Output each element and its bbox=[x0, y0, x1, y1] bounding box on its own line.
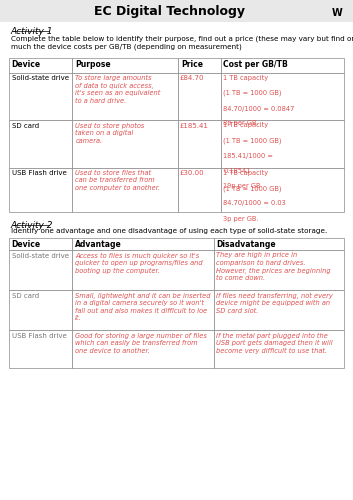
FancyBboxPatch shape bbox=[214, 250, 344, 290]
FancyBboxPatch shape bbox=[9, 250, 72, 290]
Text: Purpose: Purpose bbox=[75, 60, 111, 69]
Text: Solid-state drive: Solid-state drive bbox=[12, 75, 68, 81]
Text: Device: Device bbox=[12, 240, 41, 249]
FancyBboxPatch shape bbox=[9, 168, 72, 212]
FancyBboxPatch shape bbox=[9, 58, 72, 72]
Text: Solid-state drive: Solid-state drive bbox=[12, 252, 68, 258]
Text: £185.41: £185.41 bbox=[180, 122, 209, 128]
FancyBboxPatch shape bbox=[9, 330, 72, 368]
Text: To store large amounts
of data to quick access,
it's seen as an equivalent
to a : To store large amounts of data to quick … bbox=[75, 75, 161, 104]
FancyBboxPatch shape bbox=[0, 0, 353, 22]
FancyBboxPatch shape bbox=[214, 330, 344, 368]
Text: £30.00: £30.00 bbox=[180, 170, 205, 176]
Text: Used to store files that
can be transferred from
one computer to another.: Used to store files that can be transfer… bbox=[75, 170, 160, 191]
FancyBboxPatch shape bbox=[72, 250, 214, 290]
Text: USB Flash drive: USB Flash drive bbox=[12, 332, 66, 338]
Text: SD card: SD card bbox=[12, 122, 39, 128]
Text: Cost per GB/TB: Cost per GB/TB bbox=[223, 60, 288, 69]
Text: Activity 1: Activity 1 bbox=[11, 28, 53, 36]
Text: 1 TB capacity

(1 TB = 1000 GB)

84.70/1000 = 0.0847

8p per GB.: 1 TB capacity (1 TB = 1000 GB) 84.70/100… bbox=[223, 75, 295, 126]
Text: Advantage: Advantage bbox=[75, 240, 122, 249]
Text: Access to files is much quicker so it's
quicker to open up programs/files and
bo: Access to files is much quicker so it's … bbox=[75, 252, 203, 274]
Text: SD card: SD card bbox=[12, 292, 39, 298]
FancyBboxPatch shape bbox=[221, 168, 344, 212]
Text: £84.70: £84.70 bbox=[180, 75, 204, 81]
Text: Small, lightweight and it can be inserted
in a digital camera securely so it won: Small, lightweight and it can be inserte… bbox=[75, 292, 211, 322]
Text: Price: Price bbox=[181, 60, 203, 69]
Text: USB Flash drive: USB Flash drive bbox=[12, 170, 66, 176]
Text: Used to store photos
taken on a digital
camera.: Used to store photos taken on a digital … bbox=[75, 122, 145, 144]
FancyBboxPatch shape bbox=[178, 120, 221, 168]
Text: They are high in price in
comparison to hard drives.
However, the prices are beg: They are high in price in comparison to … bbox=[216, 252, 331, 282]
FancyBboxPatch shape bbox=[9, 120, 72, 168]
Text: Complete the table below to identify their purpose, find out a price (these may : Complete the table below to identify the… bbox=[11, 35, 353, 50]
Text: Activity 2: Activity 2 bbox=[11, 222, 53, 230]
FancyBboxPatch shape bbox=[221, 120, 344, 168]
FancyBboxPatch shape bbox=[178, 72, 221, 120]
FancyBboxPatch shape bbox=[9, 238, 72, 250]
Text: Disadvatange: Disadvatange bbox=[216, 240, 276, 249]
FancyBboxPatch shape bbox=[214, 290, 344, 330]
Text: If the metal part plugged into the
USB port gets damaged then it will
become ver: If the metal part plugged into the USB p… bbox=[216, 332, 333, 354]
FancyBboxPatch shape bbox=[72, 58, 178, 72]
FancyBboxPatch shape bbox=[214, 238, 344, 250]
FancyBboxPatch shape bbox=[9, 72, 72, 120]
Text: Identify one advantage and one disadvantage of using each type of solid-state st: Identify one advantage and one disadvant… bbox=[11, 228, 327, 234]
FancyBboxPatch shape bbox=[178, 168, 221, 212]
Text: Device: Device bbox=[12, 60, 41, 69]
Text: If files need transferring, not every
device might be equipped with an
SD card s: If files need transferring, not every de… bbox=[216, 292, 333, 314]
FancyBboxPatch shape bbox=[178, 58, 221, 72]
FancyBboxPatch shape bbox=[72, 72, 178, 120]
FancyBboxPatch shape bbox=[0, 22, 353, 500]
FancyBboxPatch shape bbox=[72, 168, 178, 212]
FancyBboxPatch shape bbox=[72, 238, 214, 250]
Text: W: W bbox=[332, 8, 342, 18]
Text: 1 TB capacity

(1 TB = 1000 GB)

185.41/1000 =

0.18541

19p per GB: 1 TB capacity (1 TB = 1000 GB) 185.41/10… bbox=[223, 122, 282, 189]
Text: Good for storing a large number of files
which can easily be transferred from
on: Good for storing a large number of files… bbox=[75, 332, 207, 354]
FancyBboxPatch shape bbox=[72, 120, 178, 168]
FancyBboxPatch shape bbox=[9, 290, 72, 330]
Text: 1 TB capacity

(1 TB = 1000 GB)

84.70/1000 = 0.03

3p per GB.: 1 TB capacity (1 TB = 1000 GB) 84.70/100… bbox=[223, 170, 286, 222]
FancyBboxPatch shape bbox=[221, 58, 344, 72]
FancyBboxPatch shape bbox=[72, 330, 214, 368]
FancyBboxPatch shape bbox=[72, 290, 214, 330]
FancyBboxPatch shape bbox=[221, 72, 344, 120]
Text: EC Digital Technology: EC Digital Technology bbox=[94, 4, 245, 18]
